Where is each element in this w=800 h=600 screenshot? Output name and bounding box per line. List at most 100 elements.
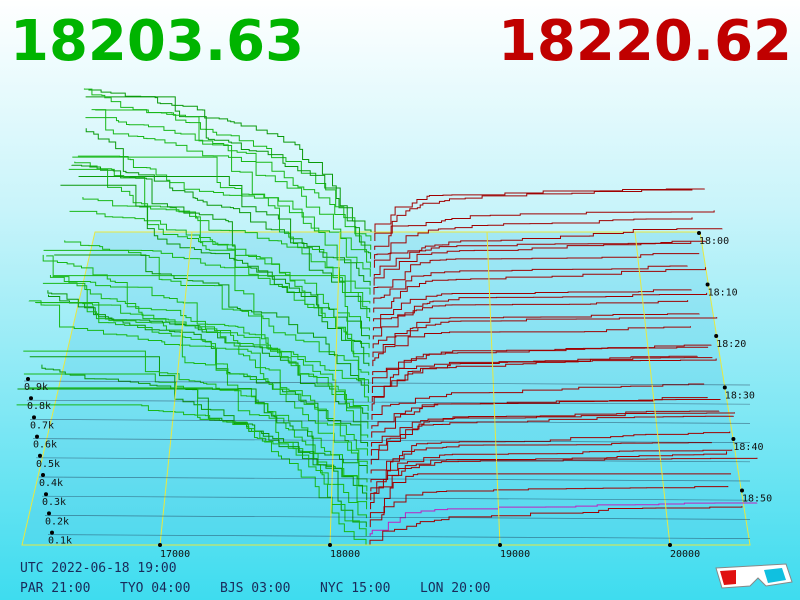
quantity-grid-line [44, 515, 751, 520]
ask-depth-line [372, 326, 691, 358]
3d-glasses-button[interactable] [715, 563, 793, 589]
tick-dot [697, 231, 701, 235]
bid-depth-line [54, 254, 369, 393]
ask-depth-line [371, 383, 705, 420]
ask-depth-line [373, 241, 692, 286]
tick-dot [26, 377, 30, 381]
time-tick-label: 18:40 [733, 442, 763, 453]
ask-depth-line [374, 188, 705, 232]
price-tick-label: 18000 [330, 549, 360, 560]
time-tick-label: 18:50 [742, 494, 772, 505]
ask-depth-line [370, 415, 734, 456]
city-time: NYC 15:00 [320, 581, 390, 596]
ask-depth-line [370, 451, 728, 492]
ask-depth-line [372, 344, 712, 385]
utc-time: UTC 2022-06-18 19:00 [20, 561, 177, 576]
ask-depth-line [370, 457, 758, 501]
city-times: PAR 21:00 TYO 04:00 BJS 03:00 NYC 15:00 LON … [20, 581, 490, 596]
ask-depth-line [373, 300, 689, 322]
ask-depth-line [374, 189, 693, 241]
price-grid-line [329, 231, 341, 546]
price-tick-label: 19000 [500, 549, 530, 560]
ask-depth-line [370, 442, 713, 483]
time-tick-label: 18:30 [725, 391, 755, 402]
tick-dot [740, 488, 744, 493]
quantity-tick-label: 0.7k [30, 420, 54, 431]
quantity-tick-label: 0.3k [42, 497, 66, 508]
city-time: PAR 21:00 [20, 581, 90, 596]
plot [16, 88, 758, 546]
bid-depth-line [53, 275, 369, 402]
tick-dot [328, 543, 332, 547]
ask-depth-line [371, 357, 713, 402]
ask-depth-line [373, 265, 688, 304]
bid-depth-line [16, 404, 367, 545]
cyan-lens [764, 568, 786, 583]
quantity-tick-label: 0.1k [48, 536, 72, 547]
price-grid-line [159, 231, 193, 546]
ask-depth-line [374, 210, 715, 250]
tick-dot [35, 434, 39, 439]
quantity-tick-label: 0.6k [33, 440, 57, 451]
red-lens [720, 570, 736, 585]
ask-depth-line [372, 313, 700, 349]
ask-depth-line [371, 410, 720, 447]
quantity-grid-line [35, 457, 751, 463]
bid-depth-line [17, 388, 367, 528]
ask-depth-line [372, 292, 708, 340]
tick-dot [47, 511, 51, 516]
quantity-grid-line [23, 380, 751, 386]
bid-depth-line [85, 128, 371, 286]
bid-depth-line [28, 300, 368, 492]
bid-depth-line [77, 155, 371, 304]
bid-depth-line [36, 302, 368, 465]
bid-depth-line [42, 282, 368, 456]
bid-depth-line [74, 161, 370, 331]
bid-price: 18203.63 [10, 9, 304, 74]
tick-dot [705, 282, 710, 287]
tick-dot [41, 473, 45, 477]
bid-depth-line [72, 156, 371, 322]
price-grid-line [634, 231, 671, 546]
bid-depth-line [23, 373, 367, 537]
quantity-grid-line [47, 534, 751, 539]
quantity-grid-line [32, 438, 751, 443]
tick-dot [44, 492, 48, 497]
ask-depth-line [372, 289, 692, 331]
price-tick-label: 20000 [670, 549, 700, 560]
bid-depth-line [42, 254, 369, 411]
quantity-tick-label: 0.4k [39, 478, 63, 489]
quantity-grid-line [41, 495, 751, 501]
ask-depth-line [371, 358, 717, 411]
quantity-grid-line [29, 419, 751, 424]
ask-depth-line [369, 486, 729, 528]
tick-dot [29, 396, 33, 401]
ask-depth-line [373, 267, 706, 313]
price-grid-line [486, 231, 501, 546]
bid-depth-line [71, 164, 370, 340]
city-time: LON 20:00 [420, 581, 490, 596]
quantity-tick-label: 0.5k [36, 459, 60, 470]
ask-depth-line [371, 397, 708, 438]
bid-depth-line [49, 274, 370, 385]
labels: 17000 18000 19000 20000 0.9k 0.8k 0.7k 0.6k 0.5k… [24, 231, 772, 560]
bid-depth-line [85, 96, 372, 259]
tick-dot [722, 385, 727, 390]
quantity-grid-line [26, 399, 751, 405]
price-tick-label: 17000 [160, 549, 190, 560]
tick-dot [32, 415, 36, 420]
bid-depth-line [60, 184, 370, 367]
ask-depth-line [369, 473, 732, 519]
city-time: TYO 04:00 [120, 581, 190, 596]
bid-depth-line [85, 117, 371, 277]
quantity-grid-line [38, 476, 751, 482]
ask-depth-line [370, 449, 733, 510]
tick-dot [714, 334, 719, 338]
ask-depth-line [373, 228, 723, 277]
quantity-tick-label: 0.9k [24, 382, 48, 393]
tick-dot [731, 437, 736, 441]
bid-depth-line [88, 89, 372, 232]
tick-dot [38, 453, 42, 458]
tick-dot [50, 530, 54, 535]
ask-price: 18220.62 [498, 9, 792, 74]
